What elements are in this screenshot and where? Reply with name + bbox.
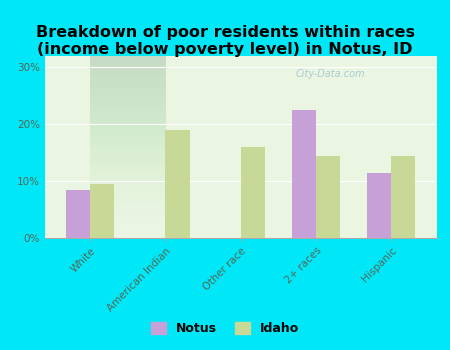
Bar bbox=[90, 184, 114, 238]
Bar bbox=[292, 110, 316, 238]
Text: Breakdown of poor residents within races
(income below poverty level) in Notus, : Breakdown of poor residents within races… bbox=[36, 25, 414, 57]
Legend: Notus, Idaho: Notus, Idaho bbox=[145, 317, 305, 340]
Bar bbox=[241, 147, 265, 238]
Text: City-Data.com: City-Data.com bbox=[296, 69, 365, 79]
Bar bbox=[66, 190, 90, 238]
Bar bbox=[316, 155, 340, 238]
Bar bbox=[367, 173, 392, 238]
Bar bbox=[166, 130, 189, 238]
Bar bbox=[392, 155, 415, 238]
